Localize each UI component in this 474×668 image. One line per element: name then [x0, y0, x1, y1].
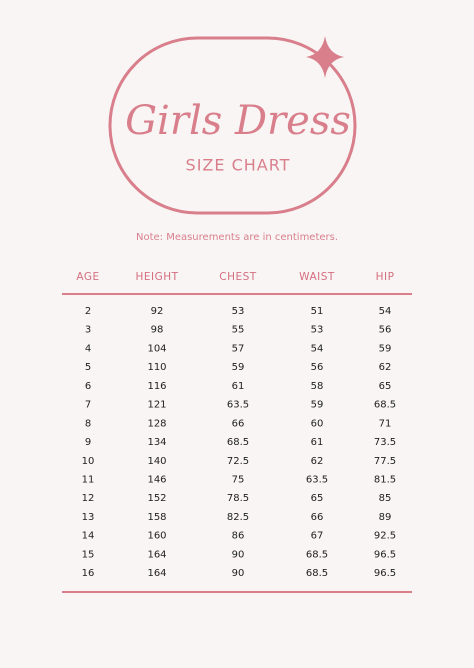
table-cell: 63.5 [227, 400, 249, 411]
table-cell: 146 [147, 474, 166, 485]
table-cell: 63.5 [306, 474, 328, 485]
table-cell: 68.5 [227, 437, 249, 448]
table-cell: 12 [82, 493, 95, 504]
table-cell: 51 [311, 306, 324, 317]
table-cell: 59 [379, 343, 392, 354]
table-cell: 71 [379, 418, 392, 429]
table-cell: 68.5 [306, 568, 328, 579]
table-cell: 6 [85, 381, 91, 392]
star-icon [306, 36, 344, 78]
table-cell: 7 [85, 400, 91, 411]
table-cell: 85 [379, 493, 392, 504]
note: Note: Measurements are in centimeters. [136, 232, 338, 243]
table-cell: 68.5 [306, 549, 328, 560]
table-cell: 4 [85, 343, 91, 354]
table-cell: 10 [82, 456, 95, 467]
table-cell: 65 [379, 381, 392, 392]
table-cell: 57 [232, 343, 245, 354]
column-header: HIP [376, 271, 395, 283]
table-cell: 55 [232, 325, 245, 336]
table-cell: 54 [379, 306, 392, 317]
subtitle: SIZE CHART [186, 156, 291, 175]
table-cell: 160 [147, 531, 166, 542]
table-cell: 62 [379, 362, 392, 373]
table-cell: 53 [232, 306, 245, 317]
table-cell: 134 [147, 437, 166, 448]
table-cell: 90 [232, 568, 245, 579]
table-cell: 9 [85, 437, 91, 448]
table-cell: 56 [311, 362, 324, 373]
table-cell: 67 [311, 531, 324, 542]
table-cell: 158 [147, 512, 166, 523]
table-cell: 68.5 [374, 400, 396, 411]
table-cell: 164 [147, 568, 166, 579]
table-cell: 66 [232, 418, 245, 429]
table-cell: 8 [85, 418, 91, 429]
table-cell: 81.5 [374, 474, 396, 485]
table-cell: 13 [82, 512, 95, 523]
table-cell: 152 [147, 493, 166, 504]
table-cell: 116 [147, 381, 166, 392]
table-cell: 104 [147, 343, 166, 354]
table-cell: 86 [232, 531, 245, 542]
table-cell: 2 [85, 306, 91, 317]
table-cell: 5 [85, 362, 91, 373]
table-cell: 164 [147, 549, 166, 560]
table-cell: 11 [82, 474, 95, 485]
table-cell: 15 [82, 549, 95, 560]
table-cell: 54 [311, 343, 324, 354]
table-cell: 3 [85, 325, 91, 336]
table-cell: 89 [379, 512, 392, 523]
table-cell: 61 [311, 437, 324, 448]
table-cell: 59 [311, 400, 324, 411]
table-cell: 66 [311, 512, 324, 523]
table-cell: 90 [232, 549, 245, 560]
table-cell: 121 [147, 400, 166, 411]
column-header: CHEST [219, 271, 257, 283]
table-cell: 14 [82, 531, 95, 542]
table-cell: 92.5 [374, 531, 396, 542]
table-cell: 92 [151, 306, 164, 317]
table-cell: 98 [151, 325, 164, 336]
title: Girls Dress [125, 98, 351, 144]
table-cell: 53 [311, 325, 324, 336]
table-cell: 62 [311, 456, 324, 467]
table-cell: 75 [232, 474, 245, 485]
table-cell: 65 [311, 493, 324, 504]
table-cell: 96.5 [374, 568, 396, 579]
table-cell: 16 [82, 568, 95, 579]
table-cell: 77.5 [374, 456, 396, 467]
table-cell: 59 [232, 362, 245, 373]
table-cell: 96.5 [374, 549, 396, 560]
title-frame [108, 36, 357, 215]
table-cell: 110 [147, 362, 166, 373]
table-cell: 72.5 [227, 456, 249, 467]
table-cell: 60 [311, 418, 324, 429]
table-cell: 58 [311, 381, 324, 392]
column-header: WAIST [299, 271, 335, 283]
table-cell: 73.5 [374, 437, 396, 448]
table-cell: 82.5 [227, 512, 249, 523]
column-header: HEIGHT [135, 271, 178, 283]
table-cell: 61 [232, 381, 245, 392]
table-cell: 128 [147, 418, 166, 429]
column-header: AGE [76, 271, 99, 283]
table-cell: 56 [379, 325, 392, 336]
table-cell: 140 [147, 456, 166, 467]
table-cell: 78.5 [227, 493, 249, 504]
